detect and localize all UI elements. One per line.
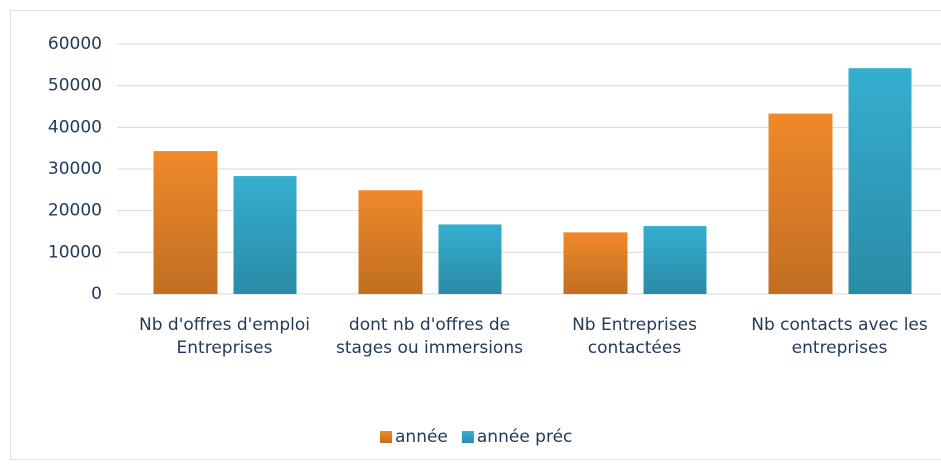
bar [848,68,912,295]
legend-label: année préc [477,427,573,447]
x-tick-label: Nb contacts avec les entreprises [751,315,928,358]
bar [233,176,297,294]
legend-label: année [395,427,448,447]
y-tick-label: 10000 [48,242,102,262]
bar [438,224,502,294]
bar [358,190,423,294]
bar [643,226,707,294]
x-tick-label: Nb Entreprises contactées [572,315,697,358]
y-tick-label: 60000 [48,34,102,54]
bar [153,151,218,294]
legend-swatch [380,431,392,443]
x-tick-label: dont nb d'offres de stages ou immersions [336,315,523,358]
bar [563,232,628,294]
x-tick-label: Nb d'offres d'emploi Entreprises [139,315,310,358]
legend-swatch [461,431,474,443]
chart-frame [10,10,941,460]
y-tick-label: 0 [91,284,102,304]
y-tick-label: 30000 [48,159,102,179]
y-tick-label: 50000 [48,76,102,96]
y-tick-label: 20000 [48,201,102,221]
y-tick-label: 40000 [48,117,102,137]
bar [768,113,833,294]
